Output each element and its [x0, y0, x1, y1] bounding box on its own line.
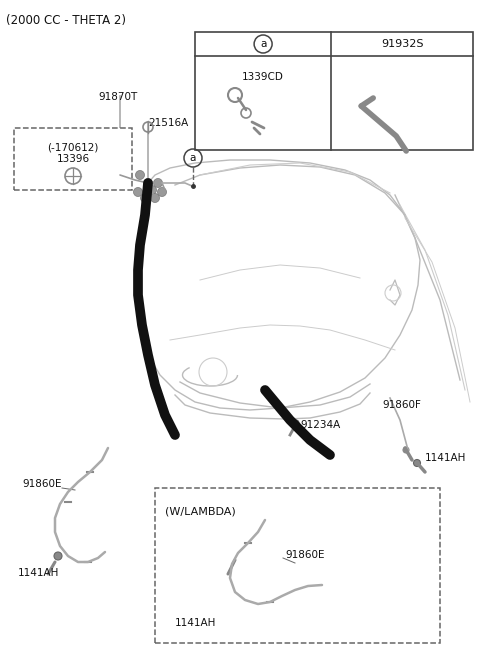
Text: 1141AH: 1141AH — [18, 568, 60, 578]
Text: 21516A: 21516A — [148, 118, 188, 128]
Circle shape — [293, 420, 299, 426]
Text: a: a — [190, 153, 196, 163]
Text: (2000 CC - THETA 2): (2000 CC - THETA 2) — [6, 14, 126, 27]
Text: 1339CD: 1339CD — [242, 72, 284, 82]
Text: a: a — [260, 39, 266, 49]
Circle shape — [141, 194, 149, 203]
Bar — [14, 128, 132, 190]
Circle shape — [133, 188, 143, 197]
Text: 91234A: 91234A — [300, 420, 340, 430]
Text: 13396: 13396 — [57, 154, 90, 164]
Text: 1141AH: 1141AH — [425, 453, 467, 463]
Bar — [195, 32, 473, 150]
Circle shape — [147, 186, 156, 194]
Circle shape — [234, 552, 242, 560]
Circle shape — [135, 171, 144, 180]
Text: 91860F: 91860F — [382, 400, 421, 410]
Text: (W/LAMBDA): (W/LAMBDA) — [165, 506, 236, 516]
Text: 91860E: 91860E — [23, 479, 62, 489]
Circle shape — [403, 447, 409, 453]
Text: 91870T: 91870T — [98, 92, 138, 102]
Circle shape — [54, 552, 62, 560]
Text: (-170612): (-170612) — [48, 142, 99, 152]
Text: 91860E: 91860E — [285, 550, 324, 560]
Circle shape — [154, 178, 163, 188]
Circle shape — [151, 194, 159, 203]
Text: 91932S: 91932S — [381, 39, 423, 49]
Circle shape — [157, 188, 167, 197]
Circle shape — [413, 459, 420, 466]
Bar — [155, 488, 440, 643]
Text: 1141AH: 1141AH — [175, 618, 216, 628]
Circle shape — [144, 178, 153, 188]
